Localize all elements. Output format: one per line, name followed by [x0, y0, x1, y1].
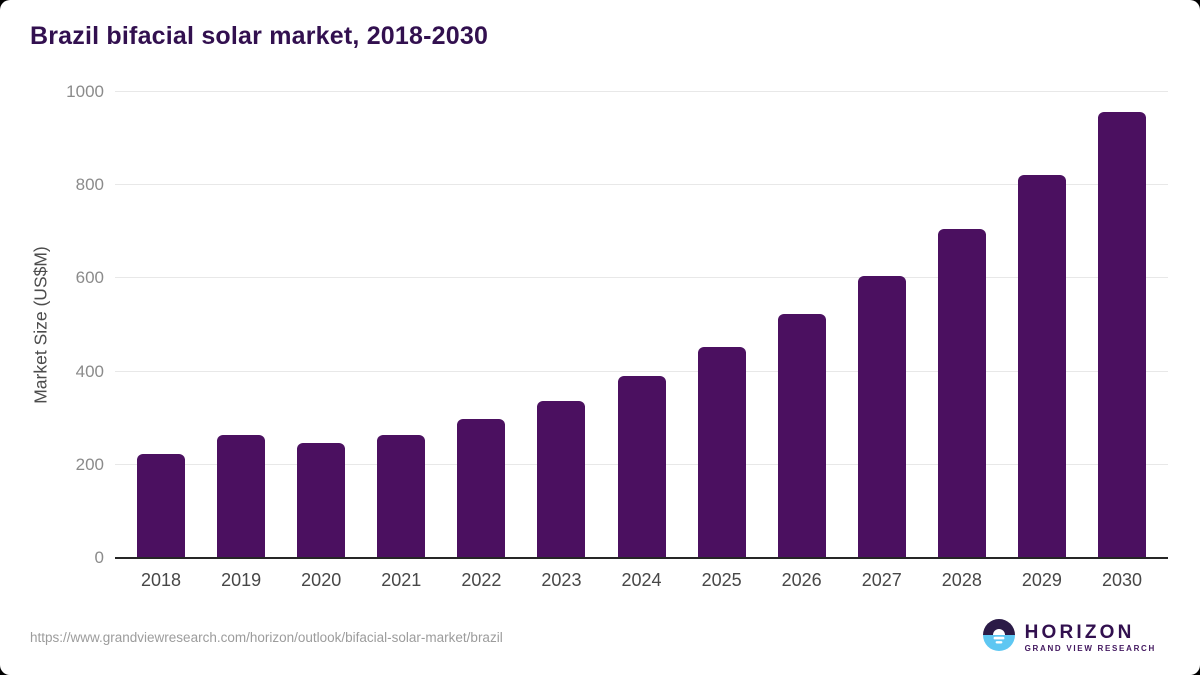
x-tick-label: 2022: [461, 570, 502, 590]
plot-area: [115, 91, 1168, 559]
x-tick-label: 2030: [1101, 570, 1142, 590]
x-tick-label: 2018: [141, 570, 182, 590]
logo-subtitle: GRAND VIEW RESEARCH: [1024, 643, 1156, 653]
x-tick-label: 2021: [381, 570, 422, 590]
x-tick-label: 2019: [221, 570, 262, 590]
bar-slot: [601, 92, 681, 558]
x-tick-label: 2020: [301, 570, 342, 590]
bar-series: [115, 92, 1168, 558]
bar-2023: [537, 400, 586, 558]
bar-2018: [137, 454, 186, 558]
y-tick-label: 800: [75, 175, 104, 195]
page-title: Brazil bifacial solar market, 2018-2030: [30, 22, 489, 50]
x-tick-label: 2024: [621, 570, 662, 590]
bar-slot: [521, 92, 601, 558]
bar-slot: [441, 92, 521, 558]
bar-slot: [1002, 92, 1082, 558]
horizon-logo: HORIZON GRAND VIEW RESEARCH: [982, 618, 1156, 657]
bar-2027: [857, 275, 906, 558]
x-tick-label: 2029: [1021, 570, 1062, 590]
x-tick-label: 2026: [781, 570, 822, 590]
bar-2028: [937, 229, 986, 558]
bar-2021: [377, 435, 426, 558]
x-tick-label: 2025: [701, 570, 742, 590]
y-axis-tick-labels: 0 200 400 600 800 1000: [0, 82, 104, 567]
gridline: [115, 184, 1168, 186]
gridline: [115, 91, 1168, 92]
bar-slot: [1082, 92, 1162, 558]
bar-2020: [297, 443, 346, 558]
x-tick-label: 2023: [541, 570, 582, 590]
y-tick-label: 0: [94, 548, 104, 567]
bar-2024: [617, 376, 666, 558]
x-tick-label: 2028: [941, 570, 982, 590]
bar-slot: [922, 92, 1002, 558]
gridline: [115, 277, 1168, 279]
y-tick-label: 200: [75, 454, 104, 474]
horizon-sun-icon: [982, 618, 1016, 657]
y-tick-label: 400: [75, 361, 104, 381]
bar-slot: [842, 92, 922, 558]
bar-slot: [121, 92, 201, 558]
bar-2019: [217, 434, 266, 558]
bar-2026: [777, 314, 826, 558]
x-axis-tick-labels: 2018 2019 2020 2021 2022 2023 2024 2025 2026 2027…: [115, 570, 1168, 591]
logo-name: HORIZON: [1024, 621, 1135, 643]
x-tick-label: 2027: [861, 570, 902, 590]
gridline: [115, 370, 1168, 372]
bar-2022: [457, 418, 506, 558]
x-axis-line: [115, 557, 1168, 559]
bar-slot: [281, 92, 361, 558]
y-tick-label: 600: [75, 268, 104, 288]
bar-2029: [1017, 175, 1066, 558]
bar-slot: [201, 92, 281, 558]
bar-slot: [361, 92, 441, 558]
bar-slot: [762, 92, 842, 558]
source-url: https://www.grandviewresearch.com/horizo…: [30, 630, 503, 645]
bar-2030: [1097, 112, 1146, 558]
bar-2025: [697, 347, 746, 558]
bar-slot: [682, 92, 762, 558]
y-tick-label: 1000: [66, 82, 104, 101]
